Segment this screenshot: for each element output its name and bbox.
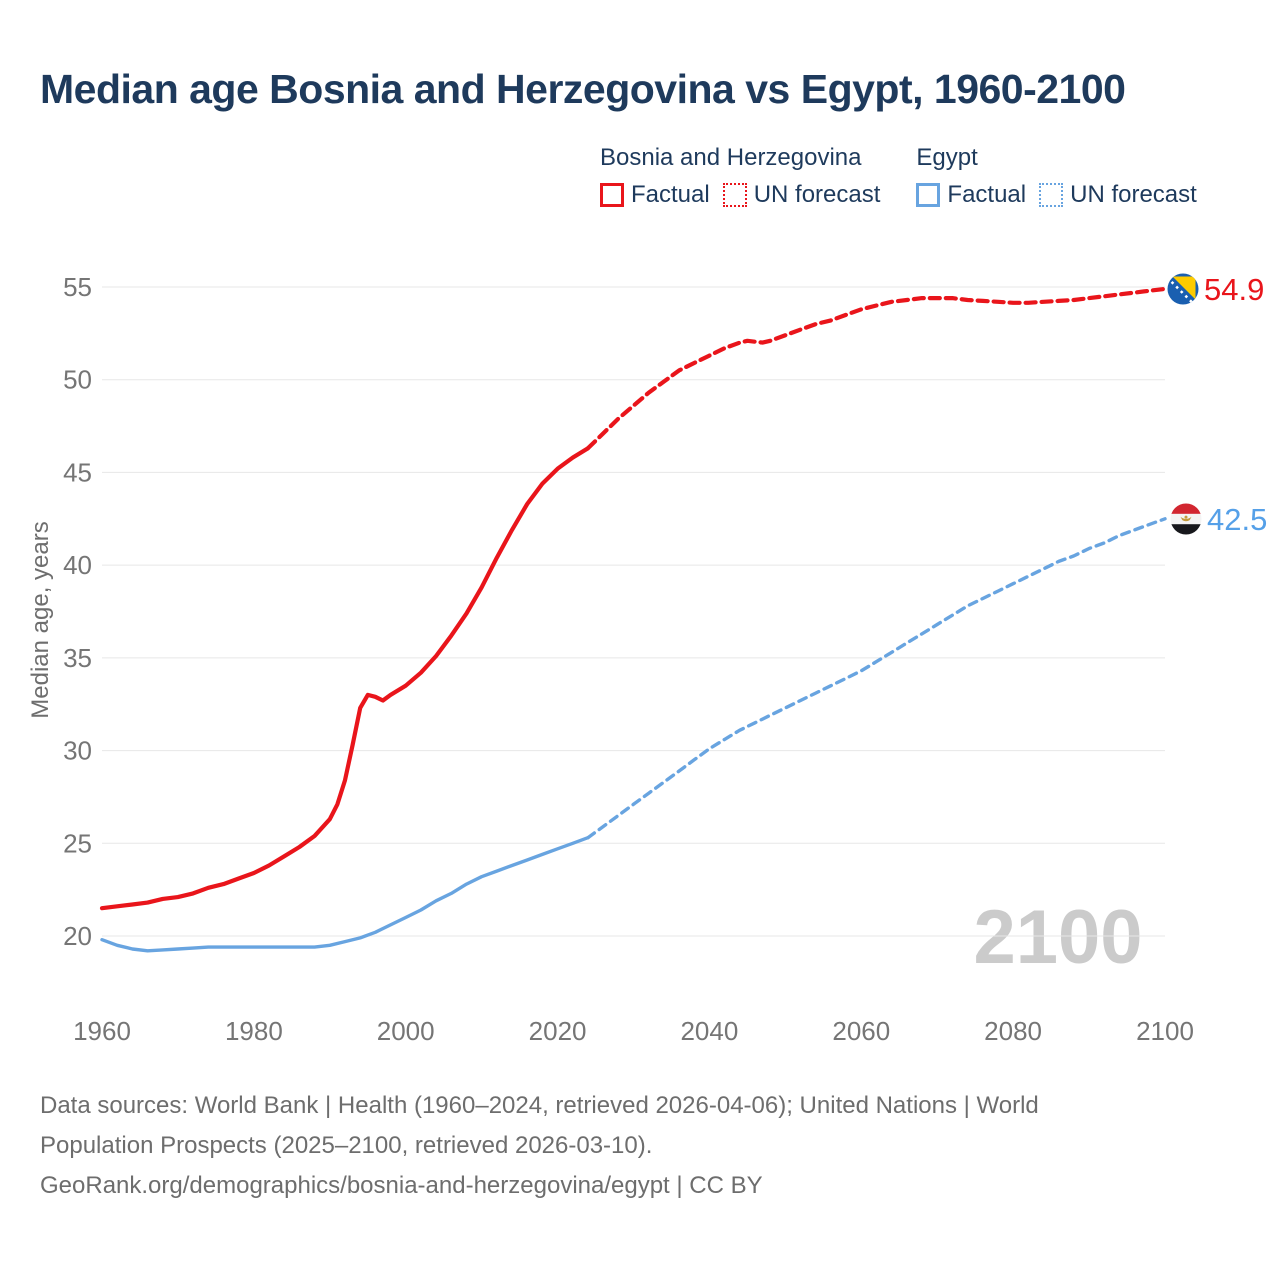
legend-item-bosnia-factual: Factual xyxy=(600,181,710,209)
x-tick-label-1980: 1980 xyxy=(225,1016,283,1046)
x-tick-label-1960: 1960 xyxy=(73,1016,131,1046)
y-tick-label-40: 40 xyxy=(63,550,92,580)
x-tick-label-2020: 2020 xyxy=(529,1016,587,1046)
x-tick-label-2080: 2080 xyxy=(984,1016,1042,1046)
y-axis-ticks: 20 25 30 35 40 45 50 55 xyxy=(63,272,92,951)
y-tick-label-50: 50 xyxy=(63,365,92,395)
legend-row-egypt: Factual UN forecast xyxy=(916,181,1197,209)
legend-item-egypt-forecast: UN forecast xyxy=(1039,181,1197,209)
y-axis-title: Median age, years xyxy=(27,521,54,718)
footer-line-2: Population Prospects (2025–2100, retriev… xyxy=(40,1132,653,1159)
bosnia-factual-swatch-icon xyxy=(600,183,624,207)
footer-line-1: Data sources: World Bank | Health (1960–… xyxy=(40,1092,1039,1119)
footer-attribution: Data sources: World Bank | Health (1960–… xyxy=(40,1086,1039,1206)
y-tick-label-20: 20 xyxy=(63,921,92,951)
legend-label: UN forecast xyxy=(753,181,881,208)
legend-item-bosnia-forecast: UN forecast xyxy=(722,181,881,209)
egypt-end-value-label: 42.5 xyxy=(1207,502,1267,537)
legend-label: UN forecast xyxy=(1070,181,1197,208)
egypt-forecast-swatch-icon xyxy=(1039,183,1064,207)
watermark-2100: 2100 xyxy=(973,895,1142,980)
y-tick-label-30: 30 xyxy=(63,736,92,766)
y-tick-label-45: 45 xyxy=(63,457,92,487)
footer-line-3: GeoRank.org/demographics/bosnia-and-herz… xyxy=(40,1172,763,1199)
y-tick-label-25: 25 xyxy=(63,828,92,858)
series-line-egypt-factual xyxy=(100,836,590,953)
legend-label: Factual xyxy=(631,181,710,208)
series-line-egypt-forecast xyxy=(586,517,1167,840)
gridlines xyxy=(102,286,1165,937)
bosnia-end-value-label: 54.9 xyxy=(1204,272,1264,307)
legend-label: Factual xyxy=(947,181,1027,208)
legend-heading-egypt: Egypt xyxy=(916,144,978,171)
egypt-flag-icon xyxy=(1170,503,1202,535)
chart-legend: Bosnia and Herzegovina Factual UN foreca… xyxy=(600,144,1197,209)
x-tick-label-2100: 2100 xyxy=(1136,1016,1194,1046)
x-axis-ticks: 1960 1980 2000 2020 2040 2060 2080 2100 xyxy=(73,1016,1194,1046)
legend-group-egypt: Egypt Factual UN forecast xyxy=(916,144,1197,209)
page-title: Median age Bosnia and Herzegovina vs Egy… xyxy=(40,66,1126,112)
legend-heading-bosnia: Bosnia and Herzegovina xyxy=(600,144,862,171)
y-tick-label-55: 55 xyxy=(63,272,92,302)
legend-row-bosnia: Factual UN forecast xyxy=(600,181,880,209)
bosnia-flag-icon xyxy=(1167,273,1199,305)
series-line-bosnia-factual xyxy=(99,446,590,911)
bosnia-forecast-swatch-icon xyxy=(722,183,747,207)
legend-item-egypt-factual: Factual xyxy=(916,181,1026,209)
egypt-factual-swatch-icon xyxy=(916,183,941,207)
x-tick-label-2040: 2040 xyxy=(680,1016,738,1046)
x-tick-label-2060: 2060 xyxy=(832,1016,890,1046)
chart-series xyxy=(99,286,1168,953)
y-tick-label-35: 35 xyxy=(63,643,92,673)
x-tick-label-2000: 2000 xyxy=(377,1016,435,1046)
legend-group-bosnia: Bosnia and Herzegovina Factual UN foreca… xyxy=(600,144,880,209)
series-line-bosnia-forecast xyxy=(585,286,1168,451)
